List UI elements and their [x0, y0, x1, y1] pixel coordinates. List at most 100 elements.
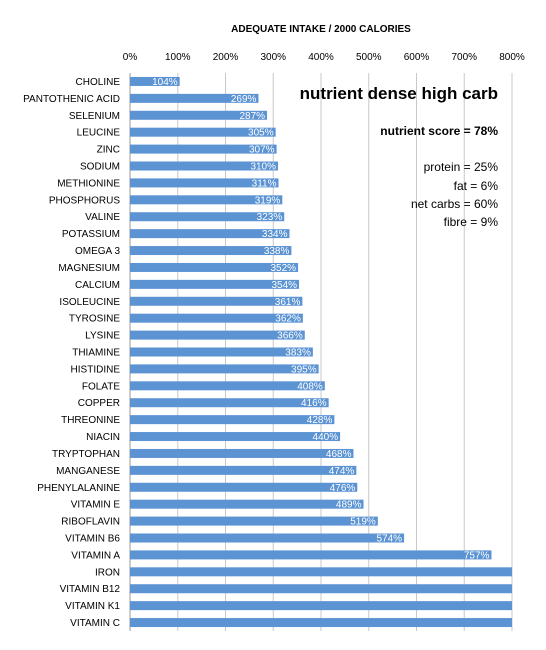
data-label: 395%	[291, 364, 317, 375]
data-label: 104%	[152, 77, 178, 88]
bar	[130, 584, 512, 594]
category-label: CALCIUM	[75, 280, 120, 291]
category-label: VITAMIN B6	[65, 534, 120, 545]
data-label: 468%	[326, 449, 352, 460]
data-label: 287%	[239, 111, 265, 122]
bar	[130, 499, 364, 509]
category-label: MAGNESIUM	[58, 263, 120, 274]
category-labels: CHOLINE PANTOTHENIC ACID SELENIUM LEUCINE ZI…	[23, 77, 120, 629]
data-label: 361%	[275, 297, 301, 308]
bar	[130, 246, 292, 256]
bar	[130, 110, 268, 120]
category-label: CHOLINE	[76, 77, 121, 88]
category-label: HISTIDINE	[71, 364, 121, 375]
bar	[130, 381, 325, 391]
macro-protein: protein = 25%	[423, 160, 498, 174]
data-label: 307%	[249, 145, 275, 156]
data-label: 574%	[377, 534, 403, 545]
bar	[130, 448, 354, 458]
data-label: 338%	[264, 246, 290, 257]
x-tick-label: 100%	[165, 52, 191, 63]
nutrient-score: nutrient score = 78%	[380, 124, 498, 138]
x-tick-label: 200%	[213, 52, 239, 63]
x-tick-label: 800%	[499, 52, 525, 63]
macro-fibre: fibre = 9%	[443, 215, 498, 229]
bar	[130, 262, 299, 272]
bar	[130, 93, 259, 103]
bar	[130, 364, 319, 374]
data-label: 408%	[297, 381, 323, 392]
bar	[130, 601, 512, 611]
category-label: PHENYLALANINE	[37, 483, 120, 494]
data-label: 474%	[329, 466, 355, 477]
bar	[130, 347, 313, 357]
category-label: VITAMIN C	[70, 618, 120, 629]
category-label: FOLATE	[82, 381, 120, 392]
bar	[130, 279, 300, 289]
data-label: 362%	[275, 314, 301, 325]
category-label: THREONINE	[61, 415, 120, 426]
category-label: VITAMIN A	[71, 550, 120, 561]
bar	[130, 618, 512, 628]
bar	[130, 482, 358, 492]
data-label: 352%	[271, 263, 297, 274]
data-label: 310%	[250, 162, 276, 173]
x-axis-ticks: 0% 100% 200% 300% 400% 500% 600% 700% 800%	[123, 52, 525, 63]
category-label: TYROSINE	[69, 314, 120, 325]
x-tick-label: 400%	[308, 52, 334, 63]
category-label: VALINE	[85, 212, 120, 223]
category-label: ISOLEUCINE	[59, 297, 120, 308]
data-label: 428%	[307, 415, 333, 426]
category-label: RIBOFLAVIN	[61, 517, 120, 528]
data-label: 319%	[255, 195, 281, 206]
data-label: 440%	[313, 432, 339, 443]
bar	[130, 550, 492, 560]
category-label: SODIUM	[80, 162, 120, 173]
bar	[130, 195, 283, 205]
x-tick-label: 700%	[451, 52, 477, 63]
data-label: 757%	[464, 550, 490, 561]
bar	[130, 330, 305, 340]
category-label: OMEGA 3	[75, 246, 120, 257]
bar	[130, 398, 329, 408]
category-label: LEUCINE	[77, 128, 121, 139]
bar	[130, 127, 276, 137]
bars	[130, 76, 512, 628]
bar	[130, 516, 378, 526]
category-label: PANTOTHENIC ACID	[23, 94, 120, 105]
category-label: LYSINE	[85, 331, 120, 342]
data-label: 305%	[248, 128, 274, 139]
bar	[130, 229, 290, 239]
chart-title: ADEQUATE INTAKE / 2000 CALORIES	[231, 24, 411, 35]
category-label: METHIONINE	[57, 178, 120, 189]
data-label: 323%	[257, 212, 283, 223]
bar	[130, 144, 277, 154]
x-tick-label: 0%	[123, 52, 138, 63]
bar	[130, 567, 512, 577]
category-label: MANGANESE	[56, 466, 120, 477]
data-label: 334%	[262, 229, 288, 240]
macro-fat: fat = 6%	[453, 179, 498, 193]
data-label: 489%	[336, 500, 362, 511]
data-label: 311%	[252, 178, 277, 189]
bar	[130, 465, 357, 475]
category-label: TRYPTOPHAN	[52, 449, 120, 460]
macro-net-carbs: net carbs = 60%	[410, 197, 498, 211]
bar	[130, 76, 180, 86]
bar	[130, 161, 279, 171]
data-label: 476%	[330, 483, 356, 494]
category-label: ZINC	[97, 145, 120, 156]
x-tick-label: 300%	[260, 52, 286, 63]
category-label: COPPER	[78, 398, 120, 409]
category-label: SELENIUM	[69, 111, 120, 122]
category-label: VITAMIN B12	[60, 584, 121, 595]
profile-heading: nutrient dense high carb	[299, 84, 498, 103]
data-label: 354%	[271, 280, 297, 291]
category-label: POTASSIUM	[62, 229, 120, 240]
bar	[130, 313, 303, 323]
bar	[130, 212, 285, 222]
bar	[130, 432, 341, 442]
bar	[130, 178, 279, 188]
bar	[130, 296, 303, 306]
